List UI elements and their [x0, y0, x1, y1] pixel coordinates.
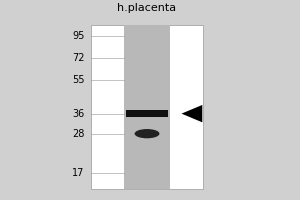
Bar: [91, 25, 203, 189]
Bar: [126, 110, 168, 117]
Text: 72: 72: [72, 53, 85, 63]
Bar: [124, 25, 170, 189]
Text: 17: 17: [72, 168, 85, 178]
Text: 28: 28: [72, 129, 85, 139]
Text: 55: 55: [72, 75, 85, 85]
Text: 36: 36: [72, 109, 85, 119]
Polygon shape: [182, 105, 202, 122]
Text: 95: 95: [72, 31, 85, 41]
Text: h.placenta: h.placenta: [118, 3, 177, 13]
Ellipse shape: [135, 129, 160, 138]
